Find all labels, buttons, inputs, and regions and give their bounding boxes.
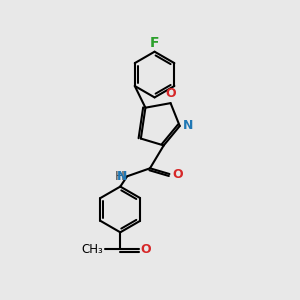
- Text: N: N: [182, 119, 193, 133]
- Text: O: O: [140, 243, 151, 256]
- Text: O: O: [172, 167, 183, 181]
- Text: O: O: [165, 87, 176, 101]
- Text: F: F: [150, 36, 159, 50]
- Text: H: H: [115, 170, 125, 183]
- Text: CH₃: CH₃: [82, 243, 104, 256]
- Text: N: N: [117, 170, 127, 183]
